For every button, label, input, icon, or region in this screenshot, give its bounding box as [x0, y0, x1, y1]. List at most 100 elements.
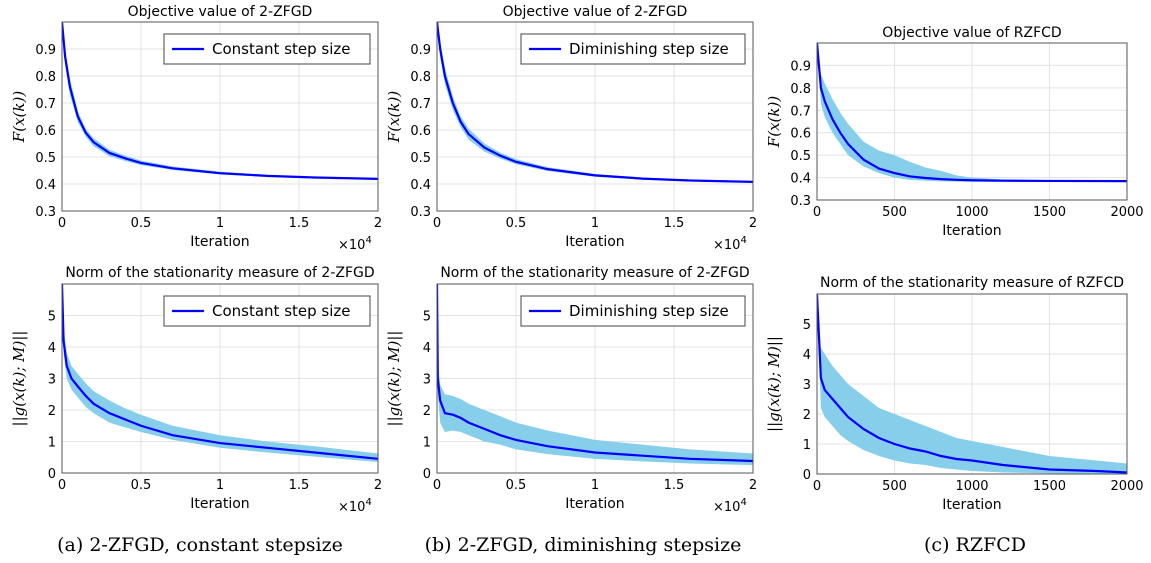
mean-line [437, 284, 753, 463]
x-axis-label: Iteration [942, 223, 1001, 239]
x-tick-label: 2 [749, 478, 757, 493]
x-tick-label: 1 [591, 478, 599, 493]
x-tick-label: 0 [58, 216, 66, 231]
x-tick-label: 1 [216, 478, 224, 493]
y-tick-label: 0.6 [35, 124, 56, 139]
chart-title: Objective value of 2-ZFGD [503, 4, 688, 20]
y-tick-label: 5 [803, 318, 811, 333]
x-tick-label: 2 [374, 478, 382, 493]
x-tick-label: 1.5 [664, 216, 685, 231]
y-tick-label: 0.3 [35, 205, 56, 220]
chart-title: Norm of the stationarity measure of RZFC… [820, 275, 1124, 291]
y-tick-label: 0.8 [410, 70, 431, 85]
y-tick-label: 4 [423, 341, 431, 356]
y-tick-label: 3 [48, 373, 56, 388]
chart-0: Objective value of 2-ZFGD 0 0.5 1 1.5 2 0.3 0.… [10, 4, 382, 253]
y-tick-label: 2 [423, 404, 431, 419]
y-tick-label: 0.5 [35, 151, 56, 166]
y-tick-label: 0.7 [35, 97, 56, 112]
x-tick-label: 1 [591, 216, 599, 231]
plot-frame [816, 293, 1128, 475]
x-axis-label: Iteration [190, 496, 249, 512]
y-tick-label: 0.5 [410, 151, 431, 166]
y-tick-label: 0.6 [410, 124, 431, 139]
x-tick-label: 0.5 [131, 478, 152, 493]
x-tick-label: 500 [882, 205, 907, 220]
plot-frame [436, 283, 754, 474]
x-axis-multiplier: ×104 [338, 497, 372, 515]
y-axis-label: ||g(x(k); M)|| [10, 331, 28, 427]
x-tick-label: 0.5 [506, 216, 527, 231]
y-axis-label: F(x(k)) [10, 91, 28, 144]
x-axis-label: Iteration [942, 497, 1001, 513]
caption-a: (a) 2-ZFGD, constant stepsize [57, 534, 343, 556]
y-tick-label: 0 [423, 467, 431, 482]
x-tick-label: 1.5 [289, 478, 310, 493]
x-tick-label: 0 [813, 205, 821, 220]
chart-title: Objective value of RZFCD [882, 25, 1061, 41]
x-tick-label: 1000 [955, 205, 988, 220]
y-tick-label: 4 [48, 341, 56, 356]
plot-frame [61, 21, 379, 212]
y-tick-label: 2 [48, 404, 56, 419]
y-tick-label: 0 [803, 468, 811, 483]
y-tick-label: 1 [803, 438, 811, 453]
plot-frame [816, 42, 1128, 201]
y-tick-label: 0.4 [410, 178, 431, 193]
y-tick-label: 4 [803, 348, 811, 363]
x-tick-label: 0 [433, 478, 441, 493]
x-tick-label: 2 [749, 216, 757, 231]
y-tick-label: 0.8 [35, 70, 56, 85]
legend-label: Diminishing step size [569, 40, 729, 58]
y-axis-label: F(x(k)) [385, 91, 403, 144]
x-tick-label: 0.5 [131, 216, 152, 231]
chart-title: Norm of the stationarity measure of 2-ZF… [440, 265, 749, 281]
mean-line [817, 294, 1127, 474]
x-axis-label: Iteration [190, 234, 249, 250]
x-tick-label: 1500 [1033, 479, 1066, 494]
y-axis-label: ||g(x(k); M)|| [385, 331, 403, 427]
y-tick-label: 5 [48, 310, 56, 325]
x-tick-label: 0 [813, 479, 821, 494]
chart-5: Norm of the stationarity measure of RZFC… [765, 275, 1144, 513]
y-tick-label: 0.4 [790, 172, 811, 187]
y-tick-label: 0.9 [790, 59, 811, 74]
x-tick-label: 2 [374, 216, 382, 231]
y-tick-label: 0.6 [790, 127, 811, 142]
x-axis-multiplier: ×104 [713, 497, 747, 515]
y-axis-label: F(x(k)) [765, 96, 783, 149]
x-axis-multiplier: ×104 [338, 235, 372, 253]
y-tick-label: 0.9 [410, 43, 431, 58]
y-tick-label: 0.3 [790, 194, 811, 209]
x-tick-label: 1 [216, 216, 224, 231]
y-tick-label: 3 [423, 373, 431, 388]
y-tick-label: 0.5 [790, 149, 811, 164]
y-tick-label: 0.4 [35, 178, 56, 193]
x-tick-label: 0 [58, 478, 66, 493]
y-tick-label: 1 [423, 436, 431, 451]
plot-frame [61, 283, 379, 474]
caption-c: (c) RZFCD [924, 534, 1026, 556]
legend-label: Constant step size [212, 40, 351, 58]
x-axis-label: Iteration [565, 496, 624, 512]
y-tick-label: 0.7 [790, 104, 811, 119]
x-tick-label: 500 [882, 479, 907, 494]
x-tick-label: 2000 [1110, 479, 1143, 494]
y-tick-label: 2 [803, 408, 811, 423]
y-tick-label: 0.9 [35, 43, 56, 58]
y-tick-label: 5 [423, 310, 431, 325]
y-tick-label: 0.8 [790, 82, 811, 97]
x-axis-multiplier: ×104 [713, 235, 747, 253]
x-tick-label: 1000 [955, 479, 988, 494]
y-tick-label: 1 [48, 436, 56, 451]
x-tick-label: 0.5 [506, 478, 527, 493]
y-tick-label: 0.7 [410, 97, 431, 112]
y-tick-label: 0 [48, 467, 56, 482]
y-axis-label: ||g(x(k); M)|| [765, 336, 783, 432]
legend-label: Diminishing step size [569, 302, 729, 320]
x-tick-label: 2000 [1110, 205, 1143, 220]
mean-line [817, 43, 1127, 183]
chart-2: Objective value of RZFCD 0 500 1000 1500 200… [765, 25, 1144, 239]
chart-4: Norm of the stationarity measure of 2-ZF… [385, 265, 757, 515]
